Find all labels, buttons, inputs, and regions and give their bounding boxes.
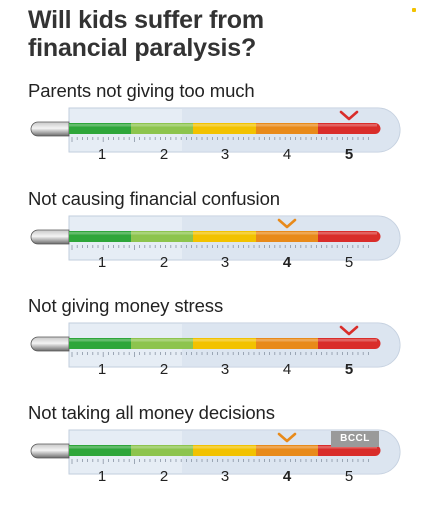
scale-segment-2 [131, 231, 193, 242]
scale-label-1: 1 [98, 146, 106, 163]
scale-label-4: 4 [283, 468, 292, 485]
scale-label-3: 3 [221, 361, 229, 378]
value-marker-chevron [339, 325, 359, 336]
gauge-label: Not giving money stress [28, 295, 224, 316]
bar-highlight [69, 232, 377, 235]
scale-segment-4 [256, 338, 318, 349]
thermometer-cap [30, 229, 70, 245]
thermometer-cap [30, 336, 70, 352]
scale-segment-1 [69, 445, 131, 456]
scale-label-4: 4 [283, 361, 291, 378]
title-line-2: financial paralysis? [28, 34, 257, 62]
scale-segment-3 [193, 338, 256, 349]
scale-label-5: 5 [345, 146, 353, 163]
bar-highlight [69, 339, 377, 342]
gauge-section-3: Not giving money stress 1 2 3 4 5 [0, 295, 423, 415]
scale-label-5: 5 [345, 254, 353, 271]
thermometer-gauge: 1 2 3 4 5 [30, 107, 401, 163]
scale-segment-5 [318, 231, 381, 242]
scale-segment-3 [193, 123, 256, 134]
scale-segment-5 [318, 445, 381, 456]
scale-segment-4 [256, 123, 318, 134]
value-marker-chevron [277, 432, 297, 443]
scale-segment-3 [193, 231, 256, 242]
value-marker-chevron [339, 110, 359, 121]
scale-segment-1 [69, 338, 131, 349]
scale-label-1: 1 [98, 468, 106, 485]
scale-label-5: 5 [345, 468, 353, 485]
scale-label-1: 1 [98, 254, 106, 271]
thermometer-gauge: 1 2 3 4 5 [30, 322, 401, 378]
bar-highlight [69, 446, 377, 449]
scale-segment-4 [256, 445, 318, 456]
scale-label-3: 3 [221, 254, 229, 271]
scale-segment-4 [256, 231, 318, 242]
scale-segment-5 [318, 338, 381, 349]
scale-label-4: 4 [283, 146, 291, 163]
scale-label-5: 5 [345, 361, 353, 378]
chart-title: Will kids suffer from financial paralysi… [28, 6, 408, 62]
thermometer-cap [30, 443, 70, 459]
scale-label-2: 2 [160, 361, 168, 378]
scale-segment-1 [69, 231, 131, 242]
title-line-1: Will kids suffer from [28, 6, 264, 34]
corner-accent-mark [412, 8, 416, 12]
gauge-label: Parents not giving too much [28, 80, 255, 101]
scale-label-4: 4 [283, 254, 292, 271]
scale-segment-2 [131, 123, 193, 134]
scale-segment-3 [193, 445, 256, 456]
value-marker-chevron [277, 218, 297, 229]
gauge-label: Not causing financial confusion [28, 188, 280, 209]
source-badge: BCCL [331, 431, 379, 447]
thermometer-cap [30, 121, 70, 137]
scale-segment-2 [131, 338, 193, 349]
scale-label-2: 2 [160, 146, 168, 163]
scale-segment-5 [318, 123, 381, 134]
gauge-label: Not taking all money decisions [28, 402, 275, 423]
scale-label-3: 3 [221, 468, 229, 485]
thermometer-gauge: 1 2 3 4 5 [30, 215, 401, 271]
gauge-section-2: Not causing financial confusion 1 2 3 4 5 [0, 188, 423, 308]
scale-segment-1 [69, 123, 131, 134]
gauge-section-4: Not taking all money decisions 1 2 3 4 5 [0, 402, 423, 522]
bar-highlight [69, 124, 377, 127]
scale-label-1: 1 [98, 361, 106, 378]
scale-label-3: 3 [221, 146, 229, 163]
scale-label-2: 2 [160, 254, 168, 271]
scale-segment-2 [131, 445, 193, 456]
gauge-section-1: Parents not giving too much 1 2 3 4 5 [0, 80, 423, 200]
scale-label-2: 2 [160, 468, 168, 485]
